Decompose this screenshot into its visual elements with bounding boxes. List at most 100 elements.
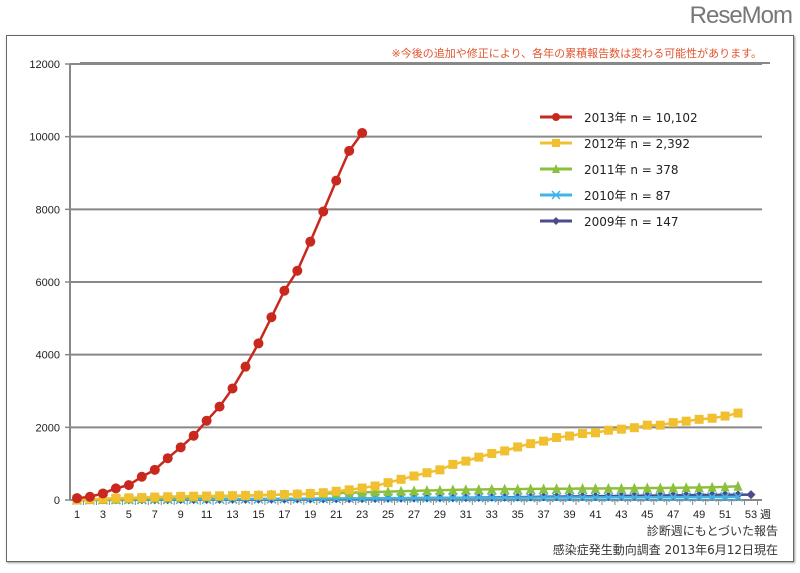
data-point (538, 492, 549, 503)
data-point (552, 113, 560, 121)
data-point (539, 483, 549, 494)
data-point (383, 486, 393, 497)
data-point (189, 491, 199, 501)
data-point (500, 483, 510, 494)
data-point (435, 465, 445, 475)
data-point (201, 415, 212, 426)
data-point (214, 401, 225, 412)
x-tick-label: 7 (152, 509, 158, 521)
x-tick-label: 53 (745, 509, 757, 521)
data-point (499, 492, 510, 503)
data-point (123, 480, 134, 491)
data-point (733, 491, 744, 502)
resemom-logo: ReseMom (689, 2, 793, 29)
series-line (76, 132, 364, 500)
data-point (292, 265, 303, 276)
data-point (551, 190, 561, 200)
x-tick-label: 19 (304, 509, 316, 521)
data-point (409, 485, 419, 496)
data-point (383, 478, 393, 488)
x-tick-label: 39 (563, 509, 575, 521)
data-point (422, 468, 432, 478)
data-point (318, 206, 329, 217)
data-point (396, 485, 406, 496)
x-tick-label: 29 (434, 509, 446, 521)
data-point (513, 483, 523, 494)
data-point (448, 459, 458, 469)
x-tick-label: 35 (512, 509, 524, 521)
data-point (97, 488, 108, 499)
data-point (111, 493, 121, 503)
data-point (331, 175, 342, 186)
legend-item: 2009年 n = 147 (540, 208, 698, 234)
data-point (616, 482, 626, 493)
legend-label: 2012年 n = 2,392 (584, 136, 690, 151)
data-point (616, 492, 627, 503)
data-point (344, 485, 354, 495)
data-point (526, 439, 536, 449)
y-tick-label: 8000 (36, 204, 60, 216)
x-tick-label: 9 (178, 509, 184, 521)
x-tick-label: 51 (719, 509, 731, 521)
data-point (733, 408, 743, 418)
data-point (228, 491, 238, 501)
x-tick-label: 15 (252, 509, 264, 521)
x-tick-label: 5 (126, 509, 132, 521)
data-point (487, 483, 497, 494)
data-point (110, 483, 121, 494)
data-point (253, 338, 264, 349)
x-tick-label: 17 (278, 509, 290, 521)
data-point (694, 481, 704, 492)
x-tick-label: 37 (537, 509, 549, 521)
x-tick-label: 31 (460, 509, 472, 521)
data-point (655, 420, 665, 430)
data-point (409, 471, 419, 481)
data-point (473, 492, 484, 503)
data-point (202, 491, 212, 501)
data-point (590, 428, 600, 438)
data-point (668, 482, 678, 493)
data-point (577, 492, 588, 503)
data-point (552, 483, 562, 494)
x-tick-label: 1 (74, 509, 80, 521)
data-point (240, 361, 251, 372)
series-line (76, 411, 739, 501)
x-tick-label: 21 (330, 509, 342, 521)
data-point (668, 492, 679, 503)
data-point (331, 486, 341, 496)
data-point (305, 488, 315, 498)
revision-note: ※今後の追加や修正により、各年の累積報告数は変わる可能性があります。 (391, 47, 762, 60)
data-point (461, 484, 471, 495)
data-point (668, 418, 678, 428)
data-point (318, 488, 328, 498)
data-point (603, 425, 613, 435)
data-point (162, 453, 173, 464)
data-point (357, 483, 367, 493)
x-tick-label: 47 (667, 509, 679, 521)
x-tick-label: 11 (201, 509, 212, 521)
data-point (188, 430, 199, 441)
legend-swatch (540, 217, 572, 225)
data-point (447, 492, 458, 503)
data-point (292, 489, 302, 499)
data-point (461, 456, 471, 466)
footer-source: 感染症発生動向調査 2013年6月12日現在 (552, 543, 778, 557)
x-tick-label: 45 (641, 509, 653, 521)
series-2013 (72, 127, 368, 504)
x-axis-label: 週 (760, 508, 771, 521)
data-point (150, 492, 160, 502)
data-point (266, 490, 276, 500)
data-point (526, 483, 536, 494)
y-tick-label: 6000 (36, 277, 60, 289)
data-point (681, 482, 691, 493)
legend-label: 2011年 n = 378 (584, 162, 679, 177)
data-point (642, 482, 652, 493)
data-point (590, 492, 601, 503)
data-point (603, 482, 613, 493)
x-tick-label: 41 (589, 509, 601, 521)
data-point (616, 424, 626, 434)
data-point (84, 491, 95, 502)
data-point (279, 285, 290, 296)
data-point (629, 492, 640, 503)
